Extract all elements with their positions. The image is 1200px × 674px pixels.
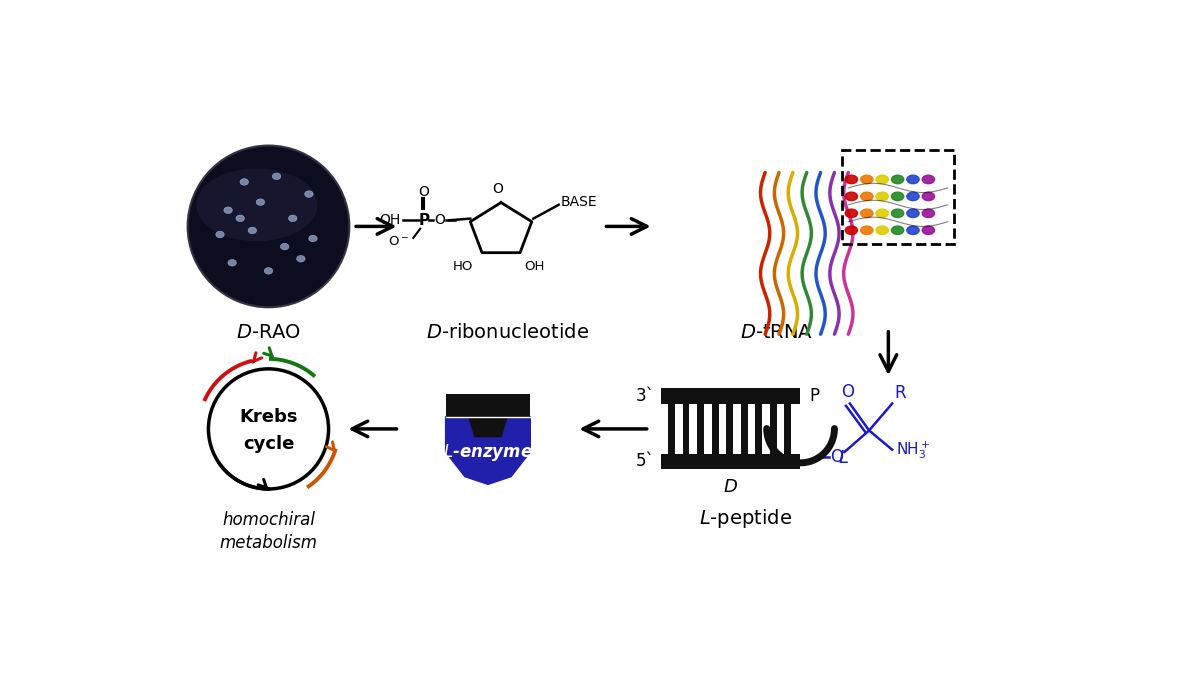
Ellipse shape — [892, 226, 904, 235]
Text: $\mathit{D}$-ribonucleotide: $\mathit{D}$-ribonucleotide — [426, 323, 589, 342]
Ellipse shape — [892, 175, 904, 184]
Bar — [769, 404, 776, 468]
Ellipse shape — [923, 192, 935, 201]
Bar — [668, 404, 674, 468]
Ellipse shape — [876, 175, 888, 184]
Text: $\mathit{L}$-enzyme: $\mathit{L}$-enzyme — [443, 441, 533, 462]
Ellipse shape — [197, 168, 318, 241]
Text: $\mathit{L}$-peptide: $\mathit{L}$-peptide — [700, 508, 792, 530]
Text: R: R — [894, 384, 906, 402]
Text: O: O — [830, 448, 844, 466]
Text: OH: OH — [524, 260, 545, 274]
Ellipse shape — [224, 207, 233, 214]
Text: NH$_3^+$: NH$_3^+$ — [896, 439, 930, 460]
Bar — [661, 454, 800, 469]
Text: O: O — [419, 185, 430, 199]
Ellipse shape — [907, 192, 919, 201]
Ellipse shape — [236, 215, 245, 222]
Bar — [726, 404, 733, 468]
Bar — [683, 404, 690, 468]
Ellipse shape — [876, 192, 888, 201]
Polygon shape — [469, 417, 508, 437]
Text: 3`: 3` — [636, 387, 655, 405]
Ellipse shape — [876, 209, 888, 218]
Text: P: P — [419, 213, 430, 228]
Ellipse shape — [296, 255, 305, 262]
Ellipse shape — [308, 235, 317, 242]
Text: P: P — [809, 387, 820, 405]
Ellipse shape — [892, 192, 904, 201]
Ellipse shape — [860, 209, 872, 218]
Text: cycle: cycle — [242, 435, 294, 454]
Text: 5`: 5` — [636, 452, 655, 470]
Ellipse shape — [923, 226, 935, 235]
Text: O$^-$: O$^-$ — [388, 235, 409, 248]
Text: O: O — [434, 213, 445, 227]
Text: O: O — [492, 181, 503, 195]
Bar — [697, 404, 704, 468]
Ellipse shape — [860, 192, 872, 201]
Bar — [712, 404, 719, 468]
Ellipse shape — [216, 231, 224, 238]
Ellipse shape — [305, 191, 313, 197]
Text: O: O — [841, 383, 854, 401]
Ellipse shape — [845, 226, 858, 235]
Ellipse shape — [876, 226, 888, 235]
Ellipse shape — [892, 209, 904, 218]
Ellipse shape — [860, 175, 872, 184]
Ellipse shape — [845, 175, 858, 184]
Ellipse shape — [907, 175, 919, 184]
Ellipse shape — [272, 173, 281, 179]
Text: Krebs: Krebs — [239, 408, 298, 427]
Bar — [755, 404, 762, 468]
Ellipse shape — [264, 268, 272, 274]
Ellipse shape — [228, 259, 236, 266]
Ellipse shape — [923, 209, 935, 218]
Ellipse shape — [907, 226, 919, 235]
Text: OH: OH — [379, 213, 401, 227]
Bar — [740, 404, 748, 468]
Bar — [785, 404, 791, 468]
Ellipse shape — [187, 146, 349, 307]
Text: BASE: BASE — [562, 195, 598, 210]
Ellipse shape — [845, 209, 858, 218]
Ellipse shape — [845, 192, 858, 201]
Ellipse shape — [923, 175, 935, 184]
Ellipse shape — [288, 215, 296, 222]
Text: $\mathit{L}$: $\mathit{L}$ — [839, 449, 850, 467]
Ellipse shape — [256, 199, 265, 206]
Ellipse shape — [240, 179, 248, 185]
Ellipse shape — [248, 227, 257, 234]
Ellipse shape — [281, 243, 289, 250]
Ellipse shape — [860, 226, 872, 235]
Text: homochiral
metabolism: homochiral metabolism — [220, 512, 318, 551]
Polygon shape — [445, 417, 530, 485]
Bar — [445, 394, 530, 417]
Ellipse shape — [907, 209, 919, 218]
Text: $\mathit{D}$-RAO: $\mathit{D}$-RAO — [236, 323, 301, 342]
Text: $\mathit{D}$: $\mathit{D}$ — [722, 478, 738, 496]
Text: $\mathit{D}$-tRNA: $\mathit{D}$-tRNA — [740, 323, 814, 342]
Text: HO: HO — [452, 260, 473, 274]
Bar — [661, 388, 800, 404]
